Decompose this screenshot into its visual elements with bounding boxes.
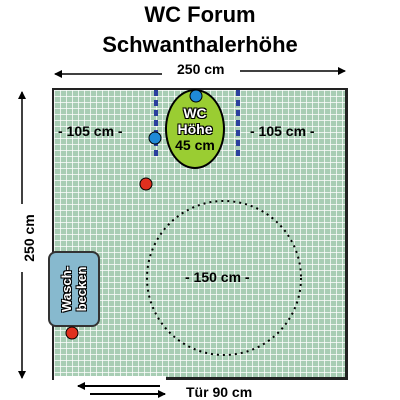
toilet-label: WC — [183, 105, 207, 121]
toilet-height-label: Höhe — [177, 121, 213, 137]
toilet-height-value: 45 cm — [175, 137, 215, 153]
turning-circle-label: - 150 cm - — [185, 269, 250, 285]
title-line-2: Schwanthalerhöhe — [102, 32, 298, 57]
room-height-label: 250 cm — [21, 214, 37, 262]
sink-alarm-button-icon — [65, 326, 79, 340]
right-clearance-label: - 105 cm - — [250, 123, 315, 139]
door-label: Tür 90 cm — [186, 384, 253, 400]
room-width-label: 250 cm — [177, 61, 225, 77]
washbasin: Wasch- becken — [48, 251, 100, 327]
left-clearance-label: - 105 cm - — [58, 123, 123, 139]
door-opening — [54, 376, 166, 380]
turning-circle — [146, 200, 302, 356]
flush-button-top-icon — [189, 89, 203, 103]
alarm-button-icon — [139, 177, 153, 191]
flush-button-side-icon — [148, 131, 162, 145]
title-line-1: WC Forum — [144, 2, 256, 27]
